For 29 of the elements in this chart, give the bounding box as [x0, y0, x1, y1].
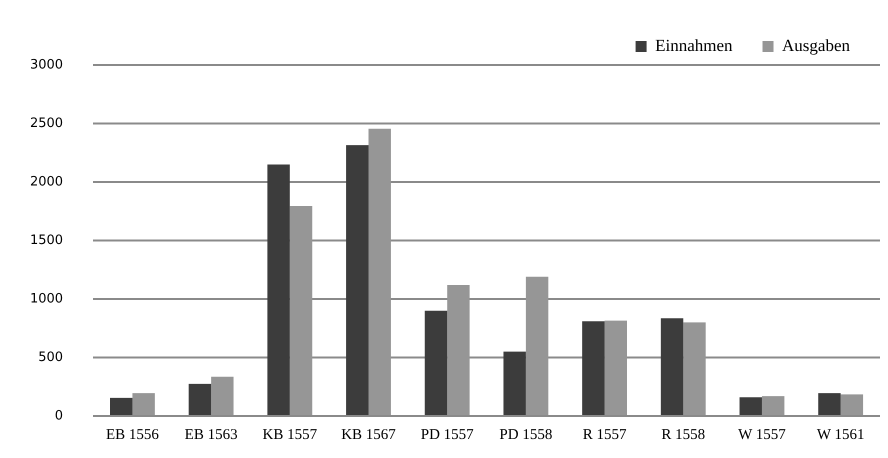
x-tick-label: PD 1558	[499, 426, 552, 443]
y-tick-label: 500	[38, 350, 64, 365]
x-tick-label: W 1561	[816, 426, 864, 443]
bar	[188, 384, 212, 415]
bar	[660, 318, 684, 415]
y-tick-label: 0	[54, 408, 64, 424]
bar	[110, 398, 132, 415]
bar	[267, 164, 290, 415]
bar	[740, 397, 762, 415]
bar	[503, 352, 526, 415]
x-tick-label: EB 1556	[106, 426, 160, 443]
x-tick-label: KB 1567	[341, 426, 396, 443]
x-tick-label: EB 1563	[184, 426, 238, 443]
y-tick-label: 1500	[30, 232, 64, 248]
y-tick-label: 2500	[30, 116, 64, 131]
x-tick-label: W 1557	[738, 426, 786, 443]
legend-label: Ausgaben	[782, 36, 850, 55]
x-tick-label: PD 1557	[420, 426, 474, 443]
y-tick-label: 1000	[30, 291, 64, 306]
x-tick-label: R 1558	[661, 426, 706, 443]
bar	[424, 310, 448, 415]
bar	[818, 393, 841, 415]
legend-label: Einnahmen	[655, 36, 734, 55]
x-tick-label: KB 1557	[262, 426, 318, 443]
y-tick-label: 2000	[30, 174, 64, 190]
y-tick-label: 3000	[30, 57, 64, 72]
bar	[582, 321, 605, 415]
x-tick-label: R 1557	[582, 426, 627, 443]
bar	[346, 145, 369, 415]
